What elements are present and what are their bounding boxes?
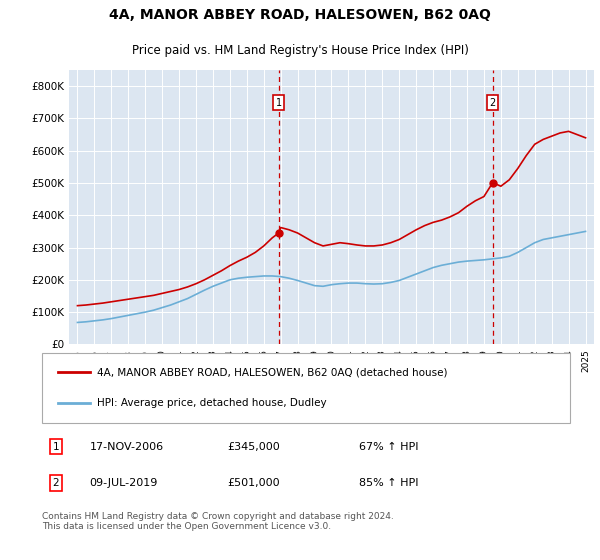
Text: 4A, MANOR ABBEY ROAD, HALESOWEN, B62 0AQ: 4A, MANOR ABBEY ROAD, HALESOWEN, B62 0AQ (109, 8, 491, 22)
Text: 17-NOV-2006: 17-NOV-2006 (89, 442, 164, 451)
Text: 09-JUL-2019: 09-JUL-2019 (89, 478, 158, 488)
Text: £501,000: £501,000 (227, 478, 280, 488)
Text: Price paid vs. HM Land Registry's House Price Index (HPI): Price paid vs. HM Land Registry's House … (131, 44, 469, 57)
Text: HPI: Average price, detached house, Dudley: HPI: Average price, detached house, Dudl… (97, 398, 327, 408)
Text: 1: 1 (275, 98, 282, 108)
FancyBboxPatch shape (42, 353, 570, 423)
Text: 4A, MANOR ABBEY ROAD, HALESOWEN, B62 0AQ (detached house): 4A, MANOR ABBEY ROAD, HALESOWEN, B62 0AQ… (97, 367, 448, 377)
Text: £345,000: £345,000 (227, 442, 280, 451)
Text: 67% ↑ HPI: 67% ↑ HPI (359, 442, 418, 451)
Text: Contains HM Land Registry data © Crown copyright and database right 2024.
This d: Contains HM Land Registry data © Crown c… (42, 512, 394, 531)
Text: 85% ↑ HPI: 85% ↑ HPI (359, 478, 418, 488)
Text: 2: 2 (490, 98, 496, 108)
Text: 2: 2 (53, 478, 59, 488)
Text: 1: 1 (53, 442, 59, 451)
